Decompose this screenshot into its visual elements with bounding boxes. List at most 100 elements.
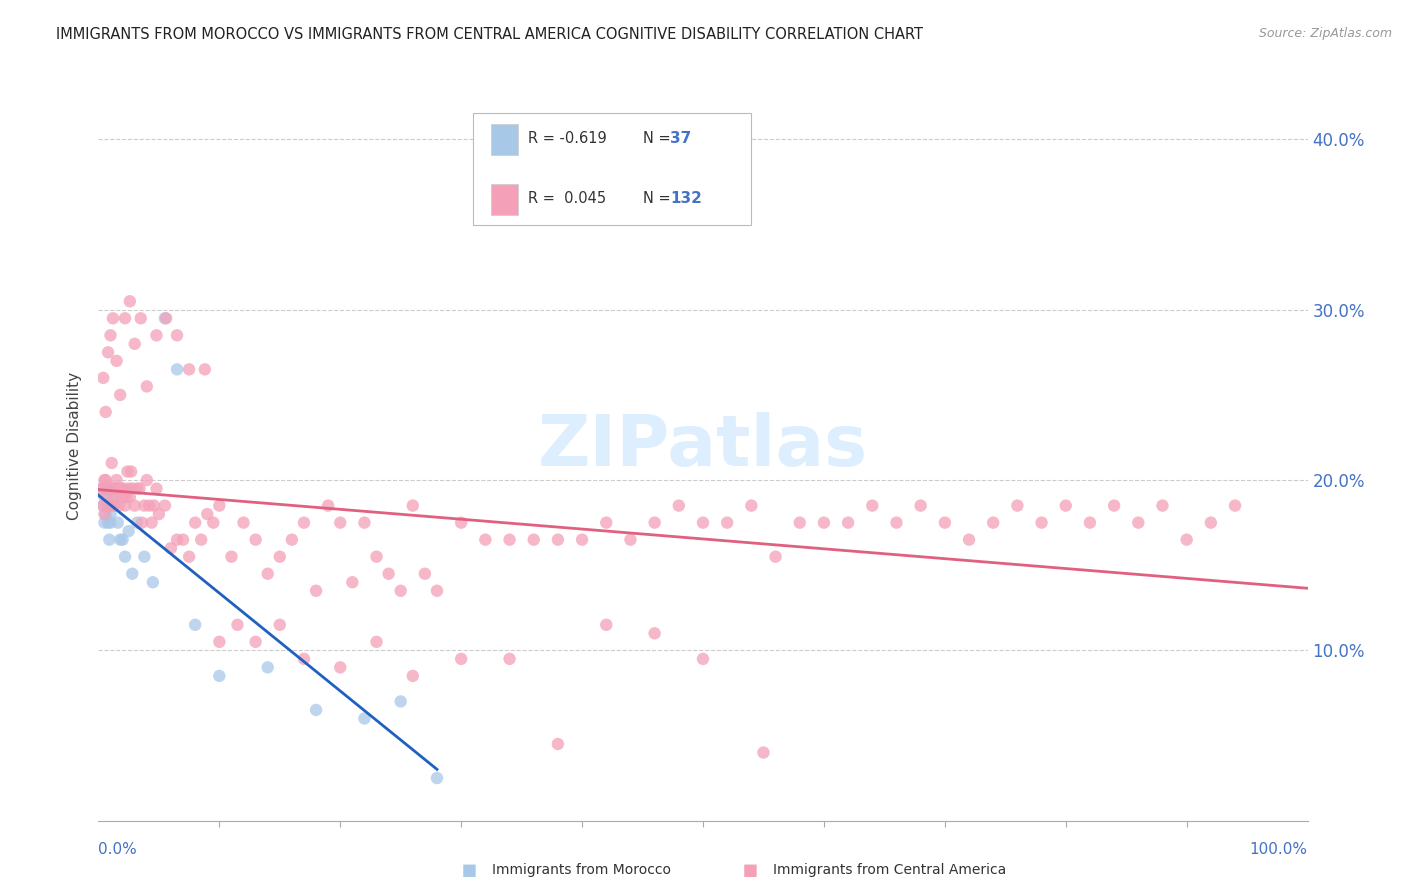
Point [118, 482, 141, 496]
Point [145, 328, 167, 343]
Point [153, 311, 176, 326]
Text: Immigrants from Morocco: Immigrants from Morocco [492, 863, 671, 877]
Point [155, 311, 177, 326]
Point [377, 566, 399, 581]
Point [108, 533, 131, 547]
Point [208, 635, 231, 649]
Point [208, 499, 231, 513]
Text: R = -0.619: R = -0.619 [527, 131, 606, 146]
Point [101, 311, 124, 326]
Point [619, 533, 641, 547]
Point [1128, 516, 1150, 530]
Point [329, 660, 352, 674]
Point [1102, 499, 1125, 513]
Point [93, 507, 115, 521]
Point [190, 533, 212, 547]
Point [118, 524, 141, 538]
Point [94, 473, 117, 487]
Point [498, 652, 520, 666]
Point [108, 499, 131, 513]
Point [97, 345, 120, 359]
Text: 100.0%: 100.0% [1250, 842, 1308, 856]
Point [245, 635, 267, 649]
Point [172, 533, 194, 547]
Point [104, 490, 127, 504]
Point [91, 371, 114, 385]
Point [127, 482, 149, 496]
Text: 132: 132 [671, 191, 702, 206]
Point [595, 617, 617, 632]
Point [837, 516, 859, 530]
Point [426, 583, 449, 598]
Point [957, 533, 980, 547]
Point [342, 575, 364, 590]
Point [366, 549, 388, 564]
Point [97, 499, 120, 513]
Point [105, 473, 128, 487]
Point [94, 482, 117, 496]
Point [111, 490, 134, 504]
Point [1223, 499, 1246, 513]
Point [166, 362, 188, 376]
Point [124, 499, 146, 513]
Point [305, 703, 328, 717]
Point [93, 473, 115, 487]
Point [571, 533, 593, 547]
Point [97, 499, 120, 513]
Point [934, 516, 956, 530]
Point [1175, 533, 1198, 547]
Point [100, 507, 122, 521]
Point [93, 516, 115, 530]
Point [1031, 516, 1053, 530]
Point [226, 617, 249, 632]
Point [208, 669, 231, 683]
Point [353, 711, 375, 725]
Point [184, 617, 207, 632]
Point [112, 482, 135, 496]
Point [547, 737, 569, 751]
Point [129, 311, 152, 326]
Point [118, 490, 141, 504]
Point [426, 771, 449, 785]
Point [166, 533, 188, 547]
Point [91, 482, 114, 496]
Point [595, 516, 617, 530]
Point [179, 362, 201, 376]
Point [100, 516, 122, 530]
Text: Immigrants from Central America: Immigrants from Central America [773, 863, 1007, 877]
Point [103, 499, 125, 513]
Text: Source: ZipAtlas.com: Source: ZipAtlas.com [1258, 27, 1392, 40]
Point [886, 516, 908, 530]
Point [94, 405, 117, 419]
Point [305, 583, 328, 598]
Text: N =: N = [643, 131, 675, 146]
Point [114, 549, 136, 564]
Point [91, 499, 114, 513]
Point [108, 482, 131, 496]
Point [668, 499, 690, 513]
Y-axis label: Cognitive Disability: Cognitive Disability [67, 372, 83, 520]
Point [389, 694, 412, 708]
Point [740, 499, 762, 513]
Bar [492, 184, 517, 215]
Point [644, 516, 666, 530]
Point [202, 516, 225, 530]
Point [118, 294, 141, 309]
Point [160, 541, 183, 556]
Point [353, 516, 375, 530]
Point [98, 533, 121, 547]
Point [101, 490, 124, 504]
Point [644, 626, 666, 640]
Point [111, 533, 134, 547]
Point [813, 516, 835, 530]
Point [523, 533, 546, 547]
Point [450, 652, 472, 666]
Point [256, 566, 278, 581]
Point [256, 660, 278, 674]
Text: IMMIGRANTS FROM MOROCCO VS IMMIGRANTS FROM CENTRAL AMERICA COGNITIVE DISABILITY : IMMIGRANTS FROM MOROCCO VS IMMIGRANTS FR… [56, 27, 924, 42]
Point [104, 482, 127, 496]
Point [366, 635, 388, 649]
Point [127, 516, 149, 530]
Text: 0.0%: 0.0% [98, 842, 138, 856]
Point [124, 336, 146, 351]
